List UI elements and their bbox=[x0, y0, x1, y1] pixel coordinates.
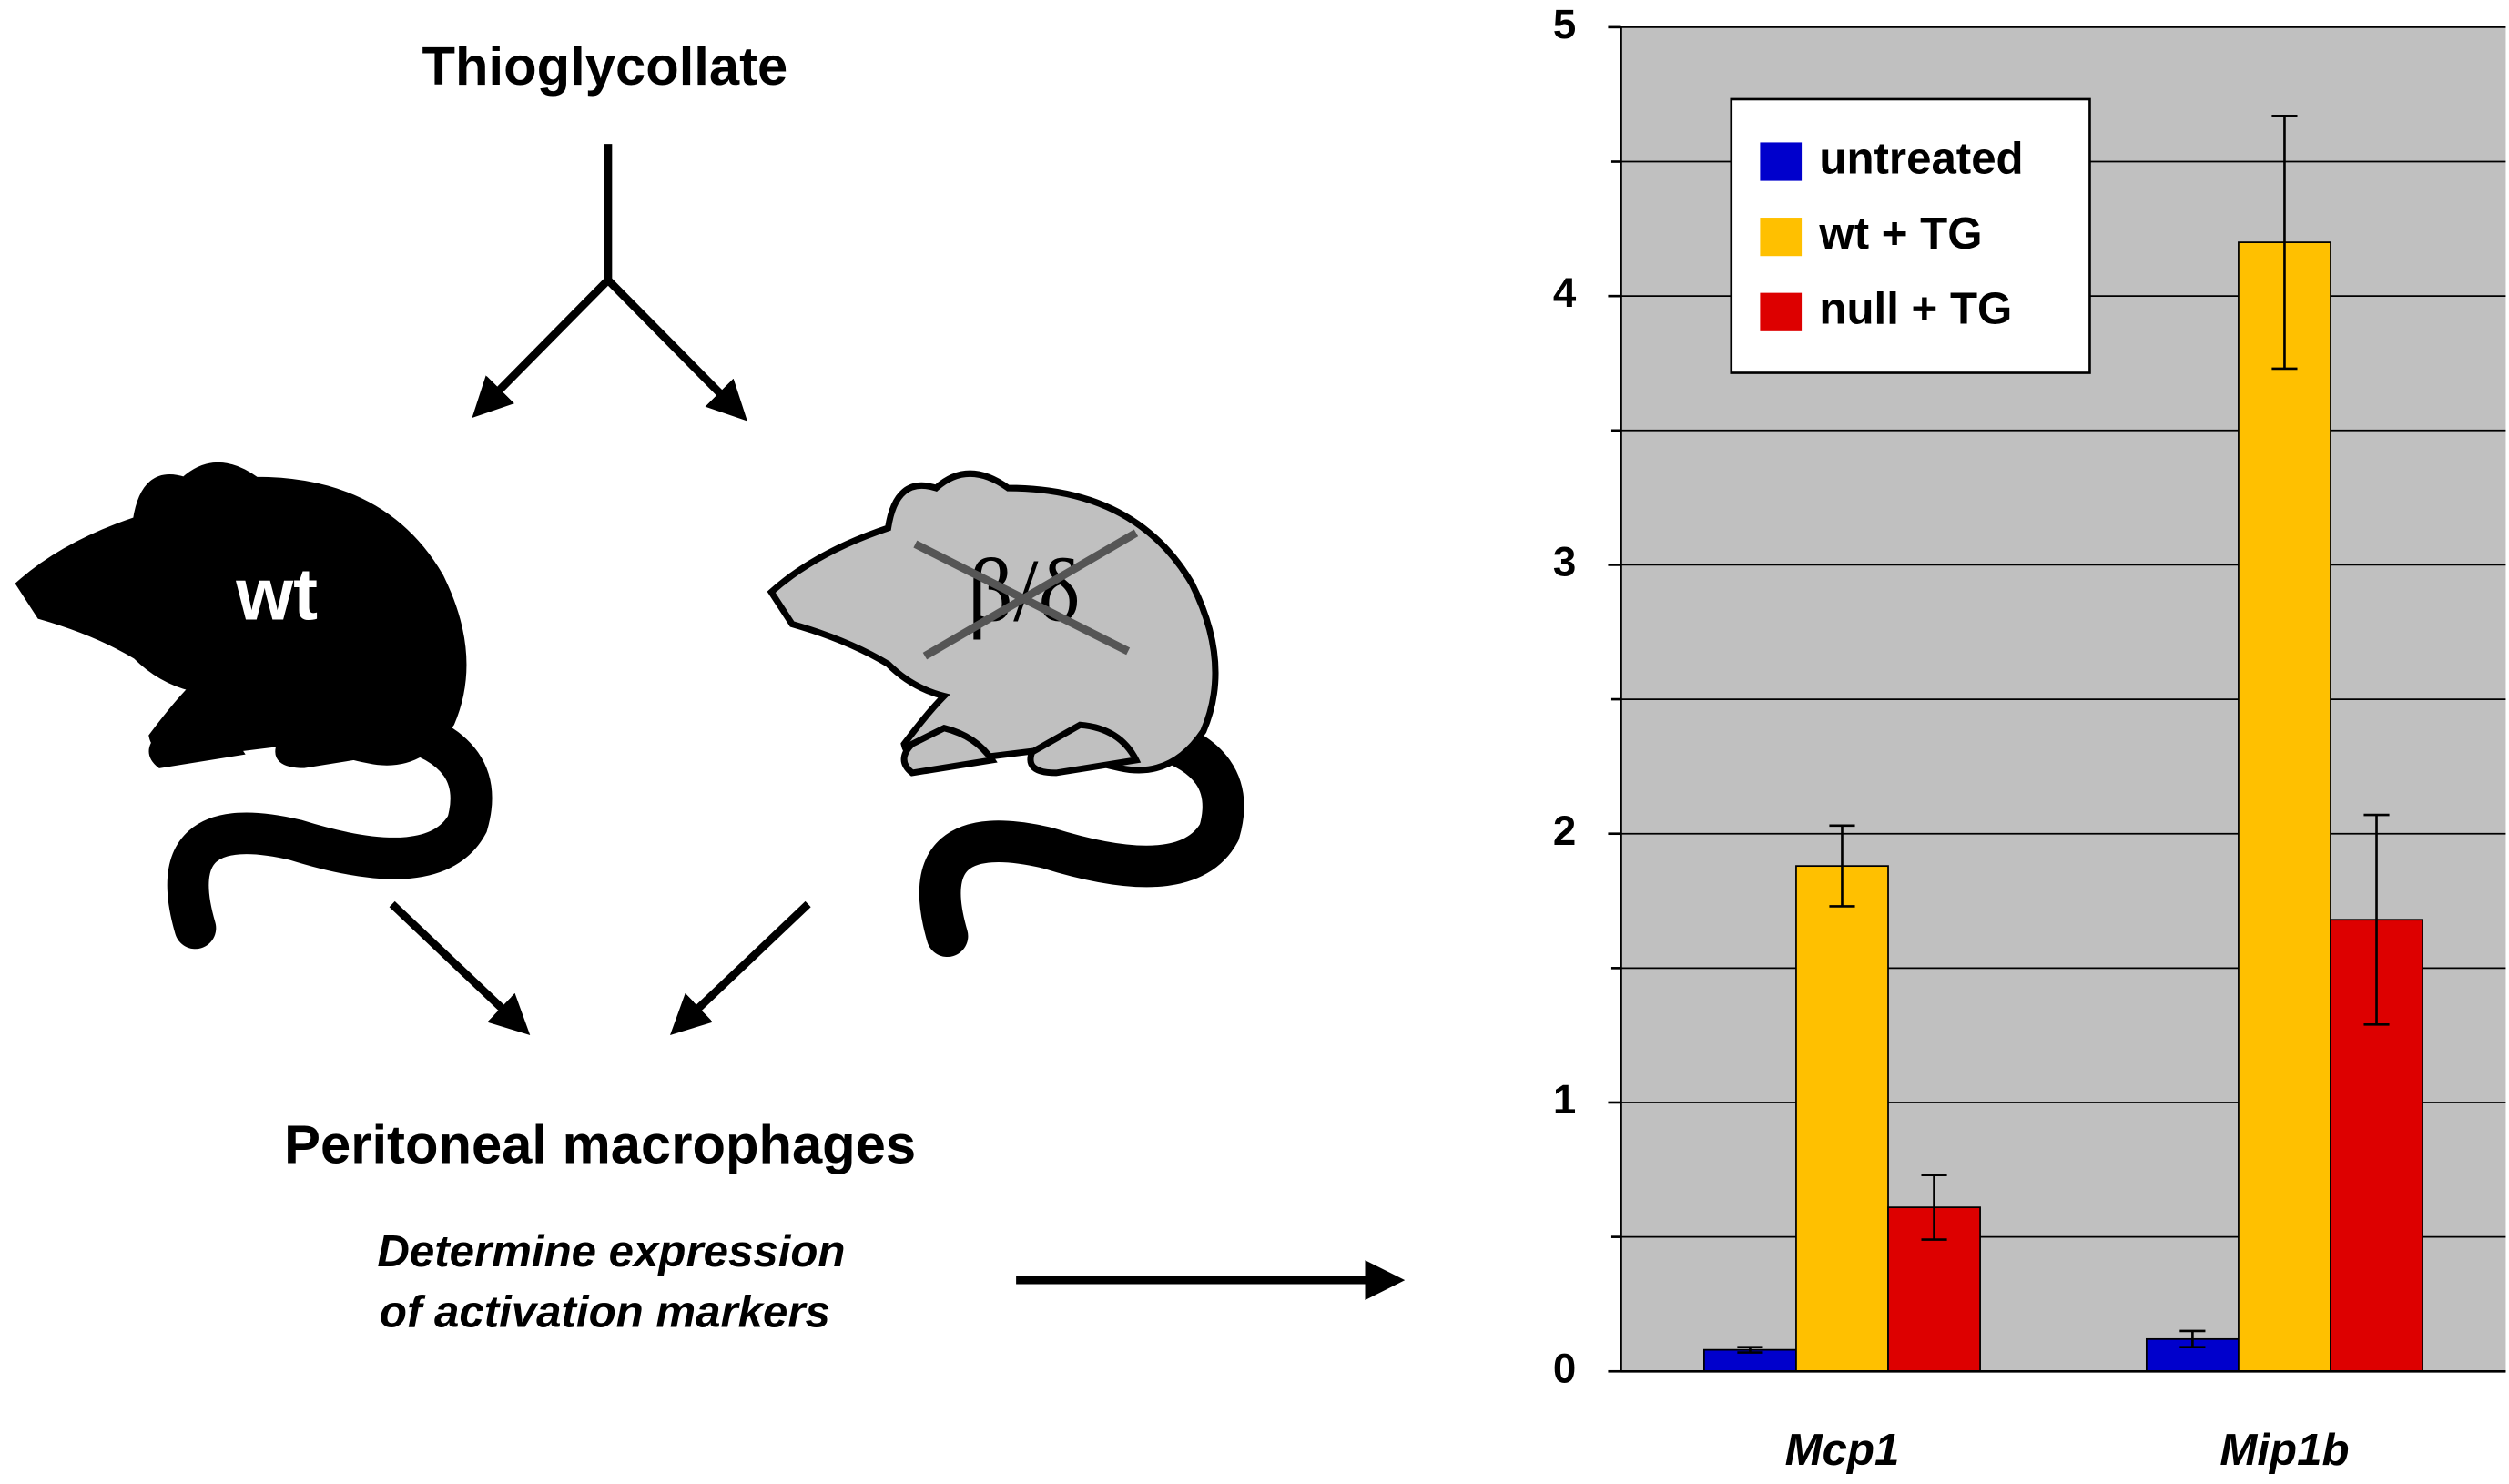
legend-label: null + TG bbox=[1819, 284, 2012, 334]
diagram: Thioglycollate wt β/δ Peritoneal macroph… bbox=[19, 36, 1406, 1337]
legend-label: untreated bbox=[1819, 134, 2023, 184]
arrow bbox=[670, 900, 811, 1035]
y-tick-label: 2 bbox=[1553, 808, 1576, 854]
error-bar bbox=[2179, 1329, 2206, 1349]
legend-swatch bbox=[1760, 292, 1803, 331]
result-label: Peritoneal macrophages bbox=[284, 1114, 916, 1175]
bar bbox=[2238, 241, 2331, 1373]
y-tick-label: 3 bbox=[1553, 538, 1576, 584]
error-bar bbox=[2363, 813, 2390, 1026]
x-tick-label: Mcp1 bbox=[1785, 1425, 1900, 1475]
y-tick-label: 1 bbox=[1553, 1076, 1576, 1123]
error-bar bbox=[2271, 115, 2298, 371]
wt-mouse bbox=[19, 465, 471, 928]
cross bbox=[922, 529, 1139, 660]
y-tick-label: 0 bbox=[1553, 1345, 1576, 1391]
x-tick-label: Mip1b bbox=[2220, 1425, 2349, 1475]
arrow bbox=[389, 900, 531, 1035]
step-label: Determine expression bbox=[377, 1226, 845, 1276]
legend-label: wt + TG bbox=[1818, 208, 1982, 259]
y-tick-label: 4 bbox=[1553, 269, 1577, 316]
y-tick-label: 5 bbox=[1553, 1, 1576, 47]
error-bar bbox=[1829, 824, 1855, 908]
legend-swatch bbox=[1760, 142, 1803, 181]
error-bar bbox=[1737, 1346, 1763, 1354]
arrow bbox=[472, 277, 612, 418]
legend-swatch bbox=[1760, 218, 1803, 257]
step-label: of activation markers bbox=[380, 1287, 830, 1337]
error-bar bbox=[1921, 1174, 1947, 1241]
mouse-label: wt bbox=[235, 554, 318, 635]
arrow bbox=[604, 277, 747, 422]
bar bbox=[1795, 865, 1889, 1373]
chart: 0 1 2 3 4 5 Mcp1 Mip1b untreated wt + TG null + TG bbox=[1553, 1, 2506, 1475]
treatment-label: Thioglycollate bbox=[422, 36, 788, 97]
